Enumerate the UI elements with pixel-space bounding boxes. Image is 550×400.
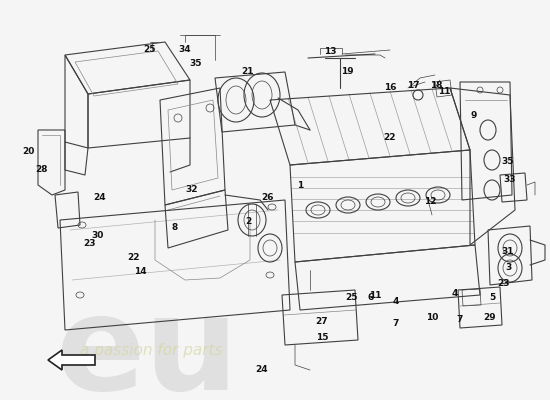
Polygon shape — [48, 350, 95, 370]
Text: eu: eu — [55, 290, 239, 400]
Text: 34: 34 — [179, 46, 191, 54]
Text: 35: 35 — [190, 60, 202, 68]
Text: 22: 22 — [384, 134, 396, 142]
Text: 3: 3 — [505, 264, 511, 272]
Text: 10: 10 — [426, 314, 438, 322]
Text: 4: 4 — [452, 290, 458, 298]
Text: 28: 28 — [36, 166, 48, 174]
Text: 20: 20 — [22, 148, 34, 156]
Text: 4: 4 — [393, 298, 399, 306]
Text: 27: 27 — [316, 318, 328, 326]
Text: 12: 12 — [424, 198, 436, 206]
Text: 6: 6 — [368, 294, 374, 302]
Text: 17: 17 — [406, 82, 419, 90]
Text: 14: 14 — [134, 268, 146, 276]
Text: 23: 23 — [497, 280, 509, 288]
Text: 24: 24 — [256, 366, 268, 374]
Text: 7: 7 — [457, 316, 463, 324]
Text: 16: 16 — [384, 84, 396, 92]
Text: 21: 21 — [242, 68, 254, 76]
Text: 31: 31 — [502, 248, 514, 256]
Text: 19: 19 — [340, 68, 353, 76]
Text: 30: 30 — [92, 232, 104, 240]
Text: 11: 11 — [368, 292, 381, 300]
Text: 35: 35 — [502, 158, 514, 166]
Text: 7: 7 — [393, 320, 399, 328]
Text: a passion for parts: a passion for parts — [80, 343, 223, 358]
Text: 23: 23 — [84, 240, 96, 248]
Text: 26: 26 — [262, 194, 274, 202]
Text: 32: 32 — [186, 186, 198, 194]
Text: 24: 24 — [94, 194, 106, 202]
Text: 29: 29 — [483, 314, 496, 322]
Text: 8: 8 — [172, 224, 178, 232]
Text: 25: 25 — [346, 294, 358, 302]
Text: 13: 13 — [324, 48, 336, 56]
Text: 18: 18 — [430, 82, 442, 90]
Text: 33: 33 — [504, 176, 516, 184]
Text: 1: 1 — [297, 180, 303, 190]
Text: 11: 11 — [438, 88, 450, 96]
Text: 9: 9 — [471, 110, 477, 120]
Text: 22: 22 — [126, 254, 139, 262]
Text: 15: 15 — [316, 334, 328, 342]
Text: 25: 25 — [144, 46, 156, 54]
Text: 2: 2 — [245, 218, 251, 226]
Text: 5: 5 — [489, 294, 495, 302]
